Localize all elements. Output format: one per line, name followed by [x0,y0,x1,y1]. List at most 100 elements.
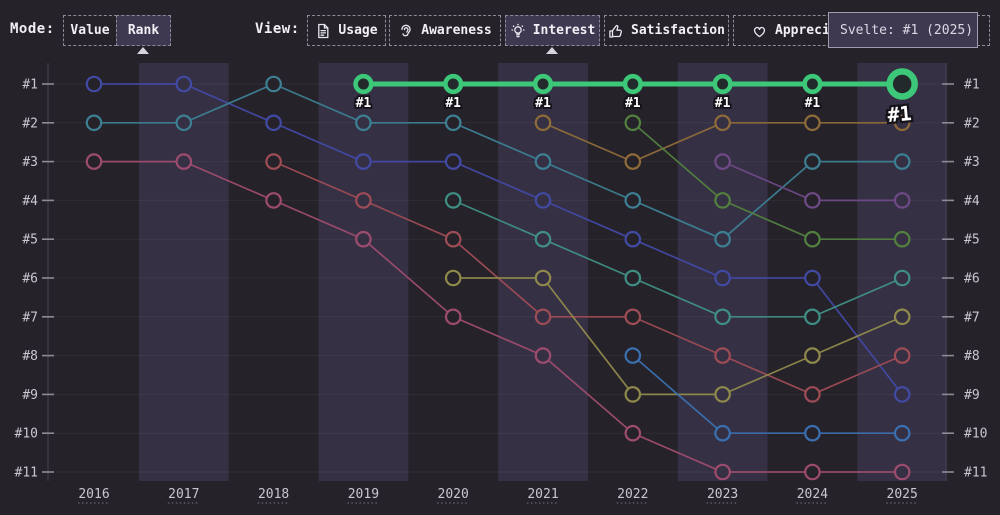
point-svelte[interactable] [532,73,554,95]
point-series-indigo[interactable] [85,75,103,93]
point-series-olive[interactable] [804,347,821,364]
point-series-purple[interactable] [893,192,911,209]
point-series-red[interactable] [714,347,731,364]
rank-label-left: #8 [22,349,38,364]
view-button-awareness[interactable]: Awareness [389,15,501,46]
point-series-indigo[interactable] [534,192,552,209]
view-button-usage[interactable]: Usage [307,15,386,46]
rank-label-left: #11 [15,466,38,481]
point-svelte[interactable] [712,73,733,95]
year-label[interactable]: 2018 [258,487,289,502]
point-series-olive[interactable] [714,386,731,403]
point-series-seagreen[interactable] [444,192,462,209]
line-series-green[interactable] [632,122,903,241]
year-label[interactable]: 2025 [887,487,918,502]
point-series-magenta[interactable] [624,424,642,442]
point-series-seagreen[interactable] [624,269,642,287]
point-series-teal[interactable] [804,153,821,170]
year-label[interactable]: 2017 [168,487,199,502]
point-series-purple[interactable] [714,153,731,170]
point-series-red[interactable] [624,308,642,326]
point-series-green[interactable] [624,114,642,132]
point-series-tan[interactable] [893,114,911,132]
year-label[interactable]: 2019 [348,487,379,502]
point-series-indigo[interactable] [804,269,821,287]
point-series-olive[interactable] [444,269,462,287]
point-series-teal[interactable] [714,230,731,248]
mode-button-value[interactable]: Value [63,15,117,46]
year-label[interactable]: 2024 [797,487,828,502]
point-series-red[interactable] [355,192,372,209]
point-series-red[interactable] [444,230,462,248]
point-series-indigo[interactable] [444,153,462,170]
point-series-blue[interactable] [624,347,642,364]
point-series-tan[interactable] [714,114,731,132]
mode-button-rank[interactable]: Rank [116,15,171,46]
point-series-tan[interactable] [534,114,552,132]
point-svelte[interactable] [353,73,374,95]
point-series-teal[interactable] [624,192,642,209]
point-series-teal[interactable] [265,75,282,93]
point-series-red[interactable] [893,347,911,364]
view-button-satisfaction[interactable]: Satisfaction [604,15,729,46]
point-series-red[interactable] [804,386,821,403]
point-svelte[interactable] [802,73,823,95]
point-svelte[interactable] [443,73,464,95]
point-series-indigo[interactable] [624,230,642,248]
point-series-magenta[interactable] [534,347,552,364]
year-label[interactable]: 2022 [617,487,648,502]
point-series-blue[interactable] [714,424,731,442]
line-series-red[interactable] [273,160,903,396]
point-series-olive[interactable] [893,308,911,326]
year-label[interactable]: 2020 [438,487,469,502]
point-series-magenta[interactable] [893,463,911,481]
point-series-indigo[interactable] [893,386,911,403]
point-series-seagreen[interactable] [534,230,552,248]
point-series-magenta[interactable] [265,192,282,209]
line-series-magenta[interactable] [94,160,903,473]
line-series-teal[interactable] [94,83,903,241]
point-series-tan[interactable] [804,114,821,132]
point-series-indigo[interactable] [714,269,731,287]
point-series-indigo[interactable] [265,114,282,132]
point-series-teal[interactable] [85,114,103,132]
point-series-red[interactable] [534,308,552,326]
point-series-magenta[interactable] [804,463,821,481]
point-series-teal[interactable] [444,114,462,132]
point-series-magenta[interactable] [175,153,193,170]
point-series-green[interactable] [714,192,731,209]
point-series-indigo[interactable] [175,75,193,93]
rank-label-left: #4 [22,194,38,209]
year-label[interactable]: 2016 [78,487,109,502]
point-series-teal[interactable] [175,114,193,132]
line-series-seagreen[interactable] [452,199,903,318]
line-series-blue[interactable] [632,354,903,435]
point-series-teal[interactable] [355,114,372,132]
point-series-seagreen[interactable] [893,269,911,287]
view-label: View: [255,21,300,37]
point-series-seagreen[interactable] [804,308,821,326]
point-series-magenta[interactable] [714,463,731,481]
point-series-magenta[interactable] [444,308,462,326]
point-series-tan[interactable] [624,153,642,170]
point-svelte[interactable] [622,73,643,95]
year-label[interactable]: 2021 [527,487,558,502]
point-series-magenta[interactable] [355,230,372,248]
view-button-interest[interactable]: Interest [505,15,600,46]
point-series-seagreen[interactable] [714,308,731,326]
point-series-green[interactable] [893,230,911,248]
point-series-green[interactable] [804,230,821,248]
point-series-red[interactable] [265,153,282,170]
year-label[interactable]: 2023 [707,487,738,502]
point-series-olive[interactable] [534,269,552,287]
point-svelte[interactable] [886,68,918,100]
point-series-indigo[interactable] [355,153,372,170]
point-series-teal[interactable] [893,153,911,170]
point-series-magenta[interactable] [85,153,103,170]
point-series-olive[interactable] [624,386,642,403]
point-series-teal[interactable] [534,153,552,170]
point-series-purple[interactable] [804,192,821,209]
point-series-blue[interactable] [804,424,821,442]
point-series-blue[interactable] [893,424,911,442]
